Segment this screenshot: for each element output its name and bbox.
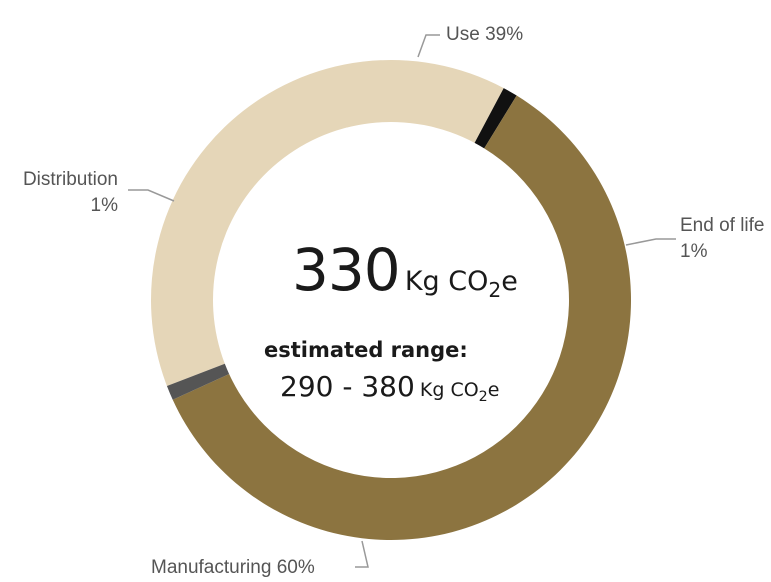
leader-lines: [128, 34, 676, 568]
slice-name: Distribution: [22, 169, 118, 190]
slice-name: Manufacturing: [151, 557, 272, 578]
leader-line-distribution: [128, 189, 175, 202]
slice-percent: 60%: [276, 557, 315, 578]
slice-percent: 1%: [90, 195, 118, 216]
slice-label-manufacturing: Manufacturing 60%: [151, 555, 315, 581]
slice-use: [151, 60, 504, 387]
unit-prefix: Kg CO: [419, 379, 479, 401]
slice-end-of-life: [474, 88, 517, 149]
total-unit: Kg CO2e: [404, 266, 518, 302]
unit-subscript: 2: [478, 388, 488, 405]
unit-suffix: e: [501, 266, 518, 297]
total-value: 330: [292, 236, 401, 304]
leader-line-end-of-life: [625, 238, 676, 246]
slice-label-distribution: Distribution 1%: [0, 167, 118, 219]
unit-prefix: Kg CO: [404, 266, 489, 297]
slice-distribution: [166, 363, 230, 400]
slice-name: Use: [446, 24, 480, 45]
slice-name: End of life: [680, 215, 765, 236]
slice-label-end-of-life: End of life 1%: [680, 213, 765, 265]
unit-subscript: 2: [488, 278, 502, 303]
total-emissions: 330 Kg CO2e: [292, 236, 518, 304]
range-unit: Kg CO2e: [419, 379, 500, 405]
leader-line-use: [417, 34, 440, 58]
leader-line-manufacturing: [355, 540, 369, 568]
range-value: 290 - 380 Kg CO2e: [280, 370, 500, 405]
slice-manufacturing: [172, 95, 631, 540]
range-label: estimated range:: [264, 338, 468, 362]
unit-suffix: e: [487, 379, 500, 401]
slice-percent: 39%: [485, 24, 524, 45]
range-numbers: 290 - 380: [280, 370, 415, 403]
slice-percent: 1%: [680, 241, 708, 262]
donut-slices: [151, 60, 631, 540]
slice-label-use: Use 39%: [446, 22, 523, 48]
